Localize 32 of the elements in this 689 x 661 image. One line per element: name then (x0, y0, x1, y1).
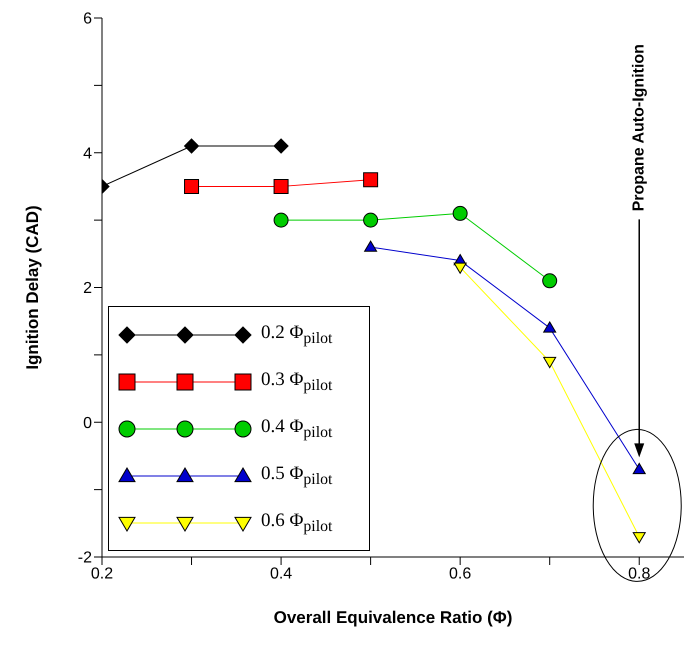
point (543, 321, 556, 333)
point (363, 212, 378, 228)
point (274, 212, 289, 228)
x-tick-label: 0.6 (449, 565, 472, 582)
x-tick-label: 0.2 (90, 565, 114, 582)
y-tick-label: -2 (78, 550, 92, 567)
legend-label: 0.6 Φ$_{pilot}$ (261, 510, 332, 536)
x-tick-label: 0.4 (270, 565, 292, 582)
point (543, 356, 556, 368)
point (274, 178, 289, 194)
point (364, 240, 378, 252)
annotation: Propane Auto-Ignition (630, 44, 648, 212)
legend-label: 0.2 Φ$_{pilot}$ (261, 322, 332, 348)
point (452, 206, 468, 221)
point (274, 138, 289, 154)
y-tick-label: 4 (83, 145, 92, 162)
point (632, 462, 646, 474)
x-tick-label: 0.8 (628, 565, 650, 582)
legend-label: 0.5 Φ$_{pilot}$ (261, 462, 332, 488)
point (454, 262, 467, 274)
y-tick-label: 6 (83, 10, 92, 28)
point (184, 178, 200, 194)
point (184, 138, 200, 154)
point (632, 532, 646, 544)
x-axis-title: Overall Equivalence Ratio (Φ) (274, 608, 512, 627)
point (363, 172, 378, 188)
legend-label: 0.3 Φ$_{pilot}$ (261, 368, 332, 394)
y-axis-title: Ignition Delay (CAD) (23, 205, 42, 370)
point (542, 273, 558, 288)
y-tick-label: 2 (83, 280, 92, 298)
y-tick-label: 0 (83, 414, 92, 432)
legend-label: 0.4 Φ$_{pilot}$ (261, 416, 332, 442)
